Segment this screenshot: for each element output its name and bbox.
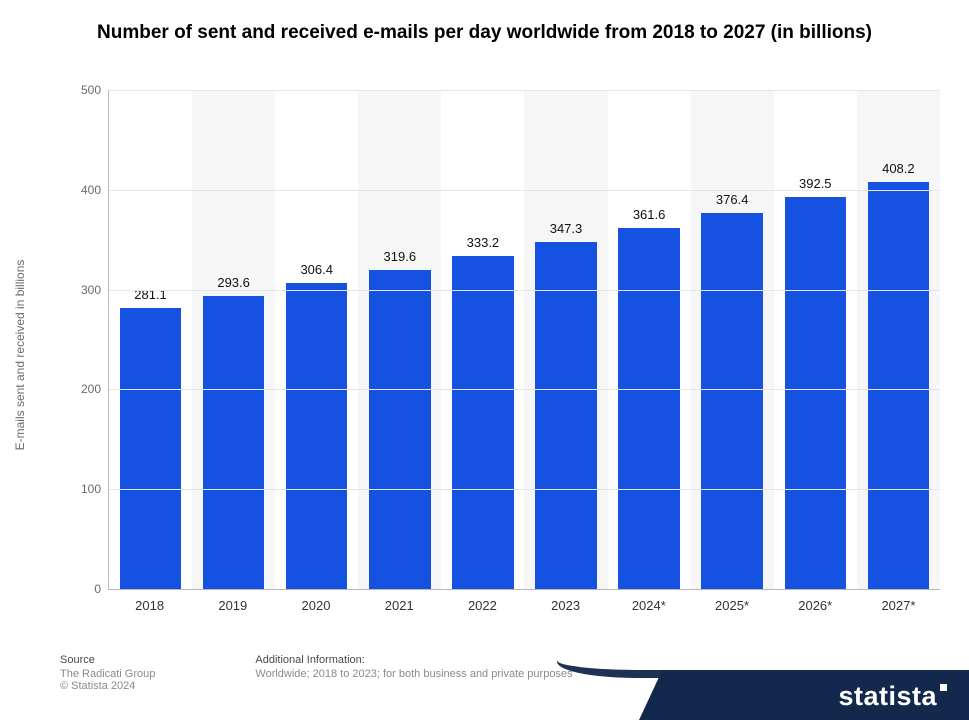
bar-value-label: 333.2 <box>467 235 500 256</box>
y-tick-label: 500 <box>69 83 109 97</box>
source-block: Source The Radicati Group © Statista 202… <box>60 654 155 692</box>
source-heading: Source <box>60 654 155 666</box>
gridline <box>109 290 940 291</box>
bar-value-label: 361.6 <box>633 207 666 228</box>
y-tick-label: 100 <box>69 482 109 496</box>
gridline <box>109 489 940 490</box>
bar: 408.2 <box>868 182 929 589</box>
gridline <box>109 389 940 390</box>
bar-slot: 306.4 <box>275 90 358 589</box>
additional-info-line: Worldwide; 2018 to 2023; for both busine… <box>255 668 572 680</box>
y-tick-label: 200 <box>69 382 109 396</box>
bar: 293.6 <box>203 296 264 589</box>
bar: 306.4 <box>286 283 347 589</box>
x-tick-label: 2020 <box>274 590 357 620</box>
bar: 361.6 <box>618 228 679 589</box>
x-tick-label: 2018 <box>108 590 191 620</box>
gridline <box>109 190 940 191</box>
bar-slot: 376.4 <box>691 90 774 589</box>
y-axis-label: E-mails sent and received in billions <box>13 260 27 451</box>
bar: 392.5 <box>785 197 846 589</box>
y-tick-label: 400 <box>69 183 109 197</box>
bar-value-label: 408.2 <box>882 161 915 182</box>
plot-area: 281.1 293.6 306.4 319.6 333.2 347.3 361.6 376.4… <box>108 90 940 590</box>
x-tick-label: 2025* <box>690 590 773 620</box>
copyright-line: © Statista 2024 <box>60 680 155 692</box>
bar-value-label: 293.6 <box>217 275 250 296</box>
bar: 347.3 <box>535 242 596 589</box>
x-tick-label: 2021 <box>358 590 441 620</box>
bar: 333.2 <box>452 256 513 589</box>
bar-value-label: 319.6 <box>384 249 417 270</box>
x-tick-label: 2023 <box>524 590 607 620</box>
chart-area: E-mails sent and received in billions 28… <box>60 90 940 620</box>
x-tick-label: 2019 <box>191 590 274 620</box>
additional-info-block: Additional Information: Worldwide; 2018 … <box>255 654 572 692</box>
bar-value-label: 281.1 <box>134 287 167 308</box>
bar-value-label: 392.5 <box>799 176 832 197</box>
bar: 319.6 <box>369 270 430 589</box>
bar-slot: 347.3 <box>524 90 607 589</box>
chart-title: Number of sent and received e-mails per … <box>0 0 969 56</box>
additional-info-heading: Additional Information: <box>255 654 572 666</box>
bar-value-label: 347.3 <box>550 221 583 242</box>
gridline <box>109 90 940 91</box>
bar-slot: 333.2 <box>441 90 524 589</box>
x-axis-ticks: 2018201920202021202220232024*2025*2026*2… <box>108 590 940 620</box>
x-tick-label: 2022 <box>441 590 524 620</box>
bars-container: 281.1 293.6 306.4 319.6 333.2 347.3 361.6 376.4… <box>109 90 940 589</box>
y-tick-label: 300 <box>69 283 109 297</box>
bar-slot: 408.2 <box>857 90 940 589</box>
bar-value-label: 376.4 <box>716 192 749 213</box>
y-tick-label: 0 <box>69 582 109 596</box>
x-tick-label: 2026* <box>774 590 857 620</box>
bar-slot: 392.5 <box>774 90 857 589</box>
bar: 281.1 <box>120 308 181 589</box>
bar-slot: 319.6 <box>358 90 441 589</box>
bar-slot: 361.6 <box>608 90 691 589</box>
source-line: The Radicati Group <box>60 668 155 680</box>
statista-logo: statista <box>838 681 947 712</box>
bar-slot: 281.1 <box>109 90 192 589</box>
x-tick-label: 2027* <box>857 590 940 620</box>
x-tick-label: 2024* <box>607 590 690 620</box>
bar-value-label: 306.4 <box>300 262 333 283</box>
bar-slot: 293.6 <box>192 90 275 589</box>
bar: 376.4 <box>701 213 762 589</box>
